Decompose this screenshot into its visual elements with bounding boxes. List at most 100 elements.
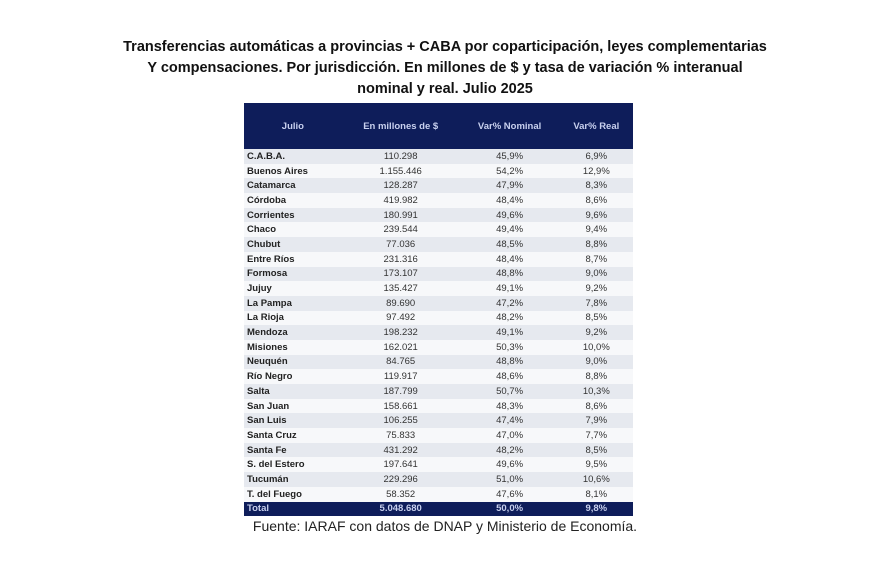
title-line: nominal y real. Julio 2025 bbox=[357, 81, 533, 97]
real-var-cell: 8,6% bbox=[559, 193, 633, 208]
table-row: Buenos Aires 1.155.446 54,2% 12,9% bbox=[244, 163, 633, 179]
table-row: T. del Fuego 58.352 47,6% 8,1% bbox=[244, 486, 633, 502]
amount-cell: 419.982 bbox=[341, 193, 460, 208]
column-header: Julio bbox=[244, 103, 342, 149]
real-var-cell: 8,5% bbox=[559, 442, 633, 458]
amount-cell: 158.661 bbox=[341, 398, 460, 414]
table-row: Neuquén 84.765 48,8% 9,0% bbox=[244, 354, 633, 370]
real-var-cell: 9,5% bbox=[559, 457, 633, 473]
nominal-var-cell: 48,4% bbox=[459, 251, 560, 267]
real-var-cell: 7,7% bbox=[559, 428, 633, 443]
table-row: Catamarca 128.287 47,9% 8,3% bbox=[244, 178, 633, 194]
jurisdiction-cell: Misiones bbox=[244, 339, 342, 355]
amount-cell: 229.296 bbox=[341, 472, 460, 487]
table-row: Mendoza 198.232 49,1% 9,2% bbox=[244, 325, 633, 340]
amount-cell: 198.232 bbox=[341, 325, 460, 340]
jurisdiction-cell: Entre Ríos bbox=[244, 251, 342, 267]
jurisdiction-cell: San Juan bbox=[244, 398, 342, 414]
amount-cell: 58.352 bbox=[341, 486, 460, 502]
real-var-cell: 9,8% bbox=[559, 501, 633, 517]
nominal-var-cell: 47,0% bbox=[459, 428, 560, 443]
jurisdiction-cell: C.A.B.A. bbox=[244, 149, 342, 164]
table-row: Corrientes 180.991 49,6% 9,6% bbox=[244, 207, 633, 223]
real-var-cell: 8,1% bbox=[559, 486, 633, 502]
nominal-var-cell: 48,6% bbox=[459, 369, 560, 384]
real-var-cell: 8,6% bbox=[559, 398, 633, 414]
jurisdiction-cell: Córdoba bbox=[244, 193, 342, 208]
table-row: Chubut 77.036 48,5% 8,8% bbox=[244, 237, 633, 252]
amount-cell: 1.155.446 bbox=[341, 163, 460, 179]
nominal-var-cell: 48,2% bbox=[459, 442, 560, 458]
real-var-cell: 10,0% bbox=[559, 339, 633, 355]
amount-cell: 180.991 bbox=[341, 207, 460, 223]
jurisdiction-cell: Salta bbox=[244, 384, 342, 399]
real-var-cell: 9,0% bbox=[559, 354, 633, 370]
jurisdiction-cell: Santa Fe bbox=[244, 442, 342, 458]
nominal-var-cell: 47,2% bbox=[459, 295, 560, 311]
jurisdiction-cell: T. del Fuego bbox=[244, 486, 342, 502]
table-row: Entre Ríos 231.316 48,4% 8,7% bbox=[244, 251, 633, 267]
nominal-var-cell: 48,8% bbox=[459, 354, 560, 370]
amount-cell: 197.641 bbox=[341, 457, 460, 473]
title-line: Transferencias automáticas a provincias … bbox=[123, 39, 767, 55]
table-row: San Juan 158.661 48,3% 8,6% bbox=[244, 398, 633, 414]
nominal-var-cell: 48,3% bbox=[459, 398, 560, 414]
nominal-var-cell: 50,3% bbox=[459, 339, 560, 355]
nominal-var-cell: 49,1% bbox=[459, 325, 560, 340]
column-header: En millones de $ bbox=[341, 103, 460, 149]
jurisdiction-cell: Catamarca bbox=[244, 178, 342, 194]
real-var-cell: 7,8% bbox=[559, 295, 633, 311]
real-var-cell: 7,9% bbox=[559, 413, 633, 429]
table-row: La Pampa 89.690 47,2% 7,8% bbox=[244, 295, 633, 311]
nominal-var-cell: 51,0% bbox=[459, 472, 560, 487]
nominal-var-cell: 49,1% bbox=[459, 281, 560, 296]
amount-cell: 106.255 bbox=[341, 413, 460, 429]
table-row: Formosa 173.107 48,8% 9,0% bbox=[244, 266, 633, 282]
table-row: Misiones 162.021 50,3% 10,0% bbox=[244, 339, 633, 355]
jurisdiction-cell: Santa Cruz bbox=[244, 428, 342, 443]
nominal-var-cell: 48,4% bbox=[459, 193, 560, 208]
table-row: C.A.B.A. 110.298 45,9% 6,9% bbox=[244, 149, 633, 164]
amount-cell: 231.316 bbox=[341, 251, 460, 267]
table-row: La Rioja 97.492 48,2% 8,5% bbox=[244, 310, 633, 326]
real-var-cell: 8,8% bbox=[559, 369, 633, 384]
real-var-cell: 12,9% bbox=[559, 163, 633, 179]
jurisdiction-cell: S. del Estero bbox=[244, 457, 342, 473]
amount-cell: 97.492 bbox=[341, 310, 460, 326]
header-row: Julio En millones de $ Var% Nominal Var%… bbox=[244, 103, 633, 149]
nominal-var-cell: 49,6% bbox=[459, 457, 560, 473]
nominal-var-cell: 50,7% bbox=[459, 384, 560, 399]
real-var-cell: 8,3% bbox=[559, 178, 633, 194]
jurisdiction-cell: Corrientes bbox=[244, 207, 342, 223]
amount-cell: 110.298 bbox=[341, 149, 460, 164]
nominal-var-cell: 48,8% bbox=[459, 266, 560, 282]
real-var-cell: 9,2% bbox=[559, 325, 633, 340]
amount-cell: 119.917 bbox=[341, 369, 460, 384]
table-row: Jujuy 135.427 49,1% 9,2% bbox=[244, 281, 633, 296]
amount-cell: 128.287 bbox=[341, 178, 460, 194]
jurisdiction-cell: Mendoza bbox=[244, 325, 342, 340]
amount-cell: 75.833 bbox=[341, 428, 460, 443]
real-var-cell: 8,8% bbox=[559, 237, 633, 252]
real-var-cell: 9,0% bbox=[559, 266, 633, 282]
jurisdiction-cell: La Pampa bbox=[244, 295, 342, 311]
column-header: Var% Real bbox=[559, 103, 633, 149]
amount-cell: 173.107 bbox=[341, 266, 460, 282]
nominal-var-cell: 47,6% bbox=[459, 486, 560, 502]
jurisdiction-cell: Buenos Aires bbox=[244, 163, 342, 179]
jurisdiction-cell: Jujuy bbox=[244, 281, 342, 296]
nominal-var-cell: 54,2% bbox=[459, 163, 560, 179]
table-row: Salta 187.799 50,7% 10,3% bbox=[244, 384, 633, 399]
amount-cell: 135.427 bbox=[341, 281, 460, 296]
amount-cell: 5.048.680 bbox=[341, 501, 460, 517]
amount-cell: 89.690 bbox=[341, 295, 460, 311]
nominal-var-cell: 48,2% bbox=[459, 310, 560, 326]
column-header: Var% Nominal bbox=[459, 103, 560, 149]
transfers-table: Julio En millones de $ Var% Nominal Var%… bbox=[244, 103, 633, 517]
table-row: Tucumán 229.296 51,0% 10,6% bbox=[244, 472, 633, 487]
table-row: Chaco 239.544 49,4% 9,4% bbox=[244, 222, 633, 238]
nominal-var-cell: 49,6% bbox=[459, 207, 560, 223]
jurisdiction-cell: Formosa bbox=[244, 266, 342, 282]
total-row: Total 5.048.680 50,0% 9,8% bbox=[244, 501, 633, 517]
amount-cell: 239.544 bbox=[341, 222, 460, 238]
